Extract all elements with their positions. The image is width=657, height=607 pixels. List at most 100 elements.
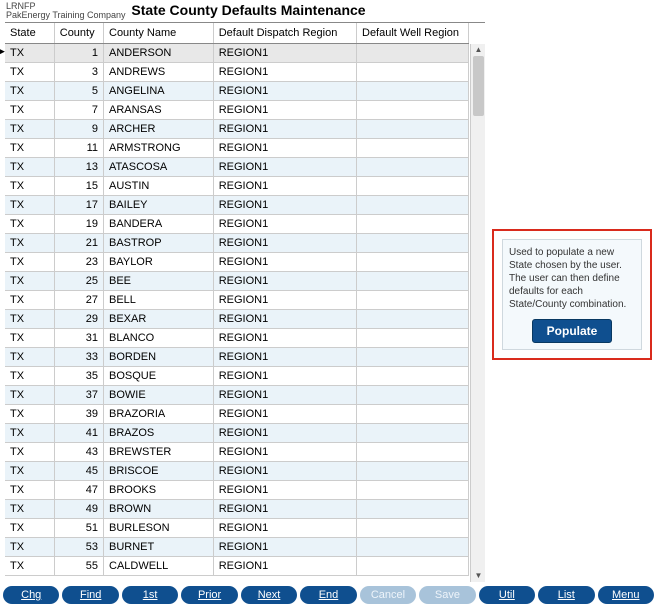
cell-dwr[interactable] — [357, 214, 469, 233]
cell-ddr[interactable]: REGION1 — [213, 81, 356, 100]
next-button[interactable]: Next — [241, 586, 297, 604]
cell-state[interactable]: TX — [5, 233, 54, 252]
cell-state[interactable]: TX — [5, 461, 54, 480]
cell-dwr[interactable] — [357, 499, 469, 518]
cell-dwr[interactable] — [357, 43, 469, 62]
cell-cname[interactable]: BEXAR — [104, 309, 214, 328]
cell-county[interactable]: 33 — [54, 347, 103, 366]
cell-county[interactable]: 31 — [54, 328, 103, 347]
cell-dwr[interactable] — [357, 157, 469, 176]
cell-county[interactable]: 5 — [54, 81, 103, 100]
cell-county[interactable]: 51 — [54, 518, 103, 537]
cell-cname[interactable]: ATASCOSA — [104, 157, 214, 176]
cell-cname[interactable]: BLANCO — [104, 328, 214, 347]
cell-dwr[interactable] — [357, 62, 469, 81]
prior-button[interactable]: Prior — [181, 586, 237, 604]
cell-dwr[interactable] — [357, 385, 469, 404]
cell-ddr[interactable]: REGION1 — [213, 195, 356, 214]
cell-county[interactable]: 17 — [54, 195, 103, 214]
menu-button[interactable]: Menu — [598, 586, 654, 604]
cell-state[interactable]: TX — [5, 290, 54, 309]
cell-dwr[interactable] — [357, 518, 469, 537]
cell-ddr[interactable]: REGION1 — [213, 309, 356, 328]
cell-county[interactable]: 15 — [54, 176, 103, 195]
chg-button[interactable]: Chg — [3, 586, 59, 604]
cell-dwr[interactable] — [357, 461, 469, 480]
cell-county[interactable]: 29 — [54, 309, 103, 328]
col-header-dwr[interactable]: Default Well Region — [357, 23, 469, 43]
util-button[interactable]: Util — [479, 586, 535, 604]
cell-county[interactable]: 43 — [54, 442, 103, 461]
cell-ddr[interactable]: REGION1 — [213, 290, 356, 309]
table-row[interactable]: TX7ARANSASREGION1 — [5, 100, 469, 119]
cell-state[interactable]: TX — [5, 176, 54, 195]
cell-state[interactable]: TX — [5, 119, 54, 138]
table-row[interactable]: TX47BROOKSREGION1 — [5, 480, 469, 499]
cell-dwr[interactable] — [357, 328, 469, 347]
cell-dwr[interactable] — [357, 480, 469, 499]
scroll-thumb[interactable] — [473, 56, 484, 116]
cell-ddr[interactable]: REGION1 — [213, 138, 356, 157]
cell-cname[interactable]: BRAZORIA — [104, 404, 214, 423]
cell-cname[interactable]: BURNET — [104, 537, 214, 556]
cell-dwr[interactable] — [357, 537, 469, 556]
cell-county[interactable]: 11 — [54, 138, 103, 157]
cell-county[interactable]: 7 — [54, 100, 103, 119]
cell-dwr[interactable] — [357, 195, 469, 214]
populate-button[interactable]: Populate — [532, 319, 613, 343]
cell-state[interactable]: TX — [5, 518, 54, 537]
cell-ddr[interactable]: REGION1 — [213, 423, 356, 442]
cell-cname[interactable]: BOSQUE — [104, 366, 214, 385]
list-button[interactable]: List — [538, 586, 594, 604]
table-row[interactable]: TX9ARCHERREGION1 — [5, 119, 469, 138]
cell-ddr[interactable]: REGION1 — [213, 252, 356, 271]
cell-state[interactable]: TX — [5, 480, 54, 499]
cell-ddr[interactable]: REGION1 — [213, 100, 356, 119]
table-row[interactable]: TX35BOSQUEREGION1 — [5, 366, 469, 385]
col-header-county[interactable]: County — [54, 23, 103, 43]
cell-cname[interactable]: ARANSAS — [104, 100, 214, 119]
table-row[interactable]: TX21BASTROPREGION1 — [5, 233, 469, 252]
table-row[interactable]: TX19BANDERAREGION1 — [5, 214, 469, 233]
cell-ddr[interactable]: REGION1 — [213, 404, 356, 423]
cell-state[interactable]: TX — [5, 43, 54, 62]
table-row[interactable]: TX45BRISCOEREGION1 — [5, 461, 469, 480]
table-row[interactable]: TX23BAYLORREGION1 — [5, 252, 469, 271]
cell-dwr[interactable] — [357, 347, 469, 366]
first-button[interactable]: 1st — [122, 586, 178, 604]
table-row[interactable]: TX29BEXARREGION1 — [5, 309, 469, 328]
cell-ddr[interactable]: REGION1 — [213, 157, 356, 176]
cell-state[interactable]: TX — [5, 328, 54, 347]
cell-county[interactable]: 21 — [54, 233, 103, 252]
cell-ddr[interactable]: REGION1 — [213, 271, 356, 290]
table-row[interactable]: TX13ATASCOSAREGION1 — [5, 157, 469, 176]
cell-ddr[interactable]: REGION1 — [213, 43, 356, 62]
cell-dwr[interactable] — [357, 176, 469, 195]
cell-cname[interactable]: BRISCOE — [104, 461, 214, 480]
cell-dwr[interactable] — [357, 138, 469, 157]
cell-county[interactable]: 19 — [54, 214, 103, 233]
cell-state[interactable]: TX — [5, 442, 54, 461]
vertical-scrollbar[interactable]: ▲ ▼ — [470, 44, 485, 582]
table-row[interactable]: TX25BEEREGION1 — [5, 271, 469, 290]
table-row[interactable]: TX33BORDENREGION1 — [5, 347, 469, 366]
cell-state[interactable]: TX — [5, 347, 54, 366]
cell-county[interactable]: 3 — [54, 62, 103, 81]
cell-county[interactable]: 23 — [54, 252, 103, 271]
cell-cname[interactable]: BELL — [104, 290, 214, 309]
table-row[interactable]: TX17BAILEYREGION1 — [5, 195, 469, 214]
cell-dwr[interactable] — [357, 366, 469, 385]
cell-dwr[interactable] — [357, 252, 469, 271]
cell-cname[interactable]: BOWIE — [104, 385, 214, 404]
cell-ddr[interactable]: REGION1 — [213, 518, 356, 537]
table-row[interactable]: TX31BLANCOREGION1 — [5, 328, 469, 347]
cell-county[interactable]: 39 — [54, 404, 103, 423]
scroll-up-icon[interactable]: ▲ — [471, 44, 485, 56]
cell-state[interactable]: TX — [5, 252, 54, 271]
cell-county[interactable]: 13 — [54, 157, 103, 176]
cell-state[interactable]: TX — [5, 81, 54, 100]
find-button[interactable]: Find — [62, 586, 118, 604]
table-row[interactable]: TX5ANGELINAREGION1 — [5, 81, 469, 100]
scroll-down-icon[interactable]: ▼ — [471, 570, 485, 582]
cell-state[interactable]: TX — [5, 556, 54, 575]
